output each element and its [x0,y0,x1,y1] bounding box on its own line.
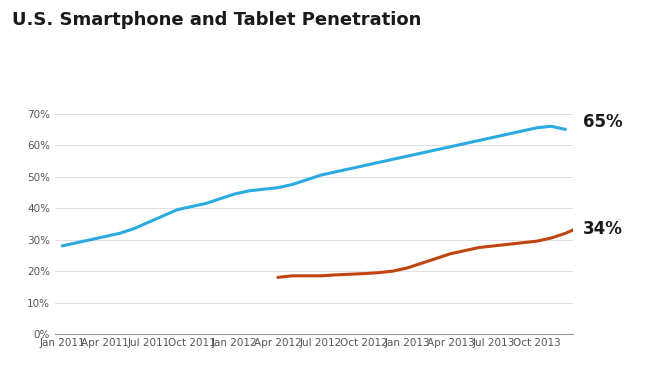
Text: U.S. Smartphone and Tablet Penetration: U.S. Smartphone and Tablet Penetration [12,11,421,29]
Text: 34%: 34% [583,220,622,238]
Text: 65%: 65% [583,113,622,131]
Text: comScore MobiLens and TabLens, U.S., Age 13+, January 2011 - December 2013: comScore MobiLens and TabLens, U.S., Age… [10,63,582,76]
